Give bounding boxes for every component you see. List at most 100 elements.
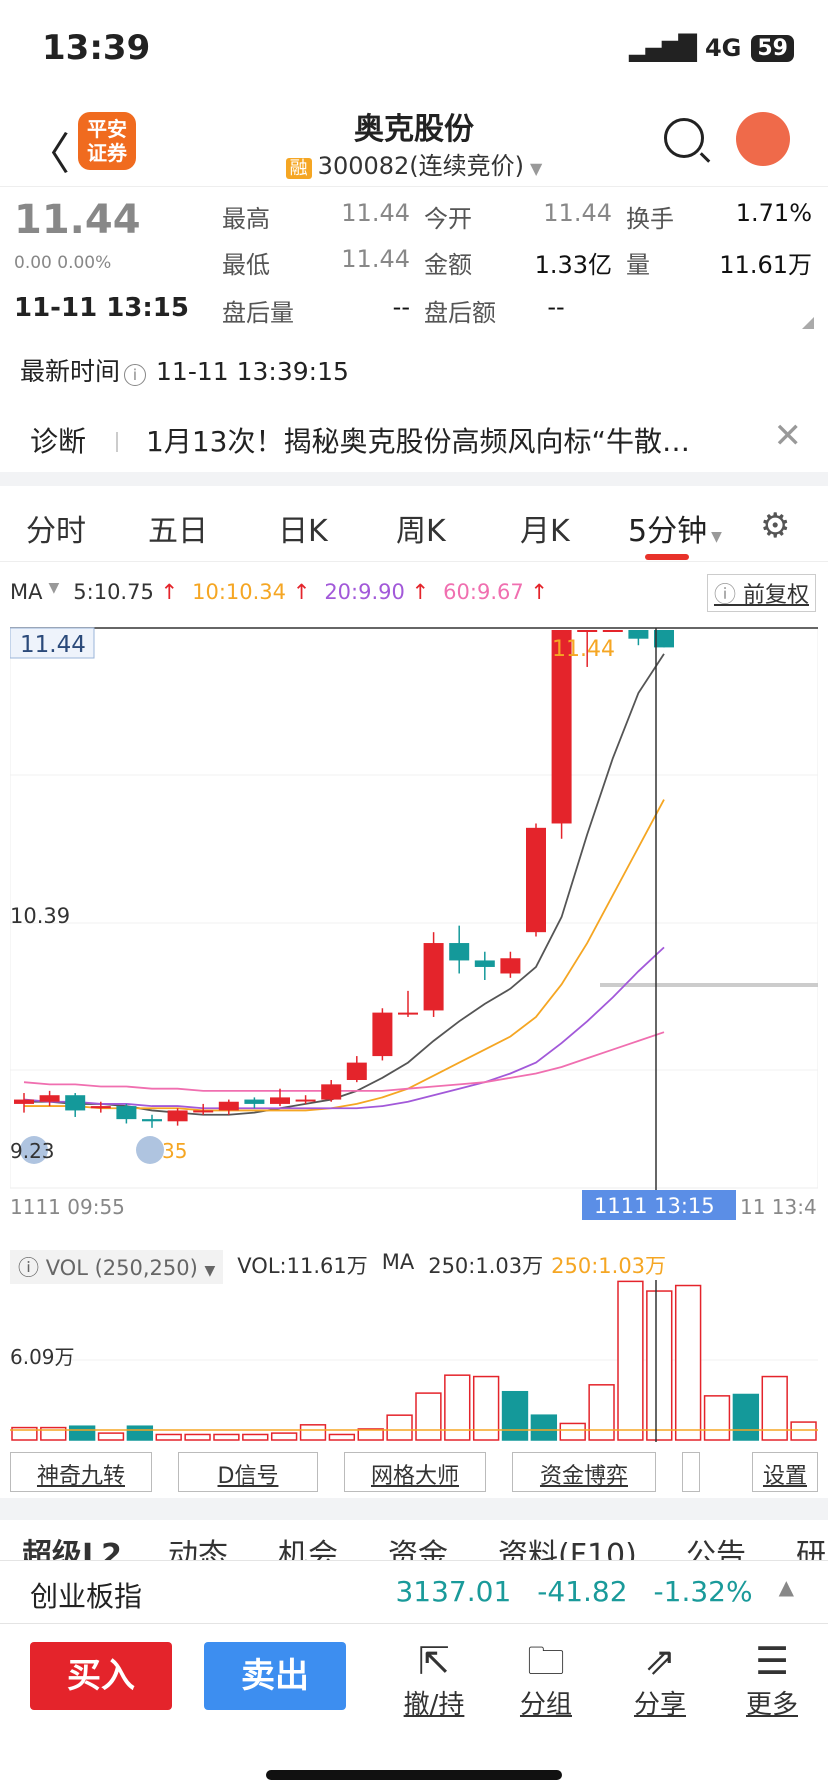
index-ticker[interactable]: 创业板指 3137.01 -41.82 -1.32% ▲ xyxy=(0,1560,828,1624)
volume-indicator-select[interactable]: ⓘ VOL (250,250) ▼ xyxy=(10,1250,224,1284)
chevron-up-icon[interactable]: ▲ xyxy=(778,1575,794,1599)
high-label: 最高 xyxy=(222,205,270,233)
tab-opportunity[interactable]: 机会 xyxy=(278,1538,338,1560)
top-price-label: 11.44 xyxy=(20,632,86,658)
cancel-order-icon: ⇱ xyxy=(418,1639,450,1683)
cancel-hold-label: 撤/持 xyxy=(403,1690,465,1720)
candle-body xyxy=(270,1097,290,1104)
adjust-button[interactable]: ⓘ 前复权 xyxy=(706,574,816,612)
tab-super-l2[interactable]: 超级L2 xyxy=(22,1538,122,1560)
menu-icon: ☰ xyxy=(754,1639,790,1683)
tab-announcements[interactable]: 公告 xyxy=(686,1538,746,1560)
close-icon[interactable]: ✕ xyxy=(773,416,803,456)
ma-line-ma60 xyxy=(23,1031,665,1092)
afterhours-volume-value: -- xyxy=(392,293,410,321)
avatar[interactable] xyxy=(736,112,790,166)
buy-button[interactable]: 买入 xyxy=(30,1642,172,1710)
top-price-box xyxy=(10,627,95,659)
tab-dynamics[interactable]: 动态 xyxy=(168,1538,228,1560)
high-value: 11.44 xyxy=(341,199,410,227)
gear-icon[interactable]: ⚙ xyxy=(760,506,791,546)
candle-body xyxy=(218,1101,239,1111)
tool-grid-master[interactable]: 网格大师 xyxy=(344,1452,486,1492)
ma-label: MA xyxy=(10,580,43,604)
time-end-label: 11 13:40 xyxy=(740,1195,818,1219)
quote-panel: 11.44 0.00 0.00% 11-11 13:15 最高 11.44 今开… xyxy=(0,186,828,346)
more-button[interactable]: ☰ 更多 xyxy=(732,1638,812,1721)
share-label: 分享 xyxy=(633,1690,686,1720)
mid-price-label: 10.39 xyxy=(10,904,70,928)
volume-chart[interactable]: 6.09万 xyxy=(10,1280,818,1442)
tab-five-day[interactable]: 五日 xyxy=(148,514,208,549)
tab-intraday[interactable]: 分时 xyxy=(26,514,86,549)
volume-bar xyxy=(155,1433,182,1441)
volume-value: VOL:11.61万 xyxy=(237,1254,368,1278)
volume-bar xyxy=(703,1395,731,1441)
diagnosis-text[interactable]: 1月13次！揭秘奥克股份高频风向标“牛散… xyxy=(146,425,690,458)
share-button[interactable]: ⇗ 分享 xyxy=(620,1638,700,1721)
tab-f10[interactable]: 资料(F10) xyxy=(498,1538,637,1560)
candle-body xyxy=(39,1095,60,1102)
low-mark-label: 9.23 xyxy=(10,1139,55,1163)
tool-nine-turn[interactable]: 神奇九转 xyxy=(10,1452,152,1492)
signal-icon: ▂▄▆█ xyxy=(629,34,697,62)
candlestick-chart[interactable]: 11.44 10.39 11.44 9.23 35 1111 09:55 111… xyxy=(10,620,818,1220)
tab-5min-label: 5分钟 xyxy=(628,514,708,549)
tab-5min[interactable]: 5分钟 ▼ xyxy=(628,506,722,550)
tab-monthly-k[interactable]: 月K xyxy=(520,514,570,549)
info-icon[interactable]: i xyxy=(124,364,147,386)
tab-weekly-k[interactable]: 周K xyxy=(396,514,446,549)
afterhours-amount-value: -- xyxy=(547,293,565,321)
page-title: 奥克股份 xyxy=(354,112,474,147)
network-label: 4G xyxy=(704,34,742,62)
tool-overflow[interactable] xyxy=(682,1452,700,1492)
volume-bar xyxy=(184,1433,211,1441)
volume-bar xyxy=(97,1432,125,1441)
volume-ma250-value-b: 250:1.03万 xyxy=(551,1254,667,1278)
ma-line-ma20 xyxy=(23,946,665,1110)
volume-bar xyxy=(444,1374,471,1441)
stock-code[interactable]: 融 300082(连续竞价) ▼ xyxy=(0,146,828,181)
volume-bar xyxy=(674,1284,702,1441)
search-icon[interactable] xyxy=(664,118,704,158)
index-value: 3137.01 xyxy=(395,1575,512,1608)
expand-corner-icon[interactable] xyxy=(802,317,814,329)
candle-body xyxy=(423,943,444,1011)
candle-body xyxy=(398,1012,418,1015)
candle-body xyxy=(14,1099,34,1104)
broker-logo: 平安证券 xyxy=(78,112,136,170)
tab-funds[interactable]: 资金 xyxy=(388,1538,448,1560)
candle-body xyxy=(526,827,546,933)
volume-bar xyxy=(213,1433,240,1441)
latest-time-value: 11-11 13:39:15 xyxy=(156,357,349,386)
cancel-hold-button[interactable]: ⇱ 撤/持 xyxy=(394,1638,474,1721)
amount-label: 金额 xyxy=(424,251,472,279)
quote-datetime: 11-11 13:15 xyxy=(14,293,189,323)
afterhours-volume-label: 盘后量 xyxy=(222,299,294,327)
index-values: 3137.01 -41.82 -1.32% ▲ xyxy=(395,1575,794,1608)
tool-d-signal[interactable]: D信号 xyxy=(178,1452,318,1492)
high-mark-label: 11.44 xyxy=(552,637,615,662)
tab-daily-k[interactable]: 日K xyxy=(278,514,328,549)
volume-bar xyxy=(501,1390,529,1441)
status-time: 13:39 xyxy=(42,28,151,68)
share-icon: ⇗ xyxy=(644,1639,676,1683)
chevron-down-icon: ▼ xyxy=(48,580,60,596)
period-tabs: 分时 五日 日K 周K 月K 5分钟 ▼ ⚙ xyxy=(0,486,828,562)
price-change: 0.00 0.00% xyxy=(14,253,112,273)
volume-bar xyxy=(559,1422,586,1441)
diagnosis-bar[interactable]: 诊断 1月13次！揭秘奥克股份高频风向标“牛散… ✕ xyxy=(0,408,828,472)
ma-legend[interactable]: MA ▼ 5:10.75 ↑ 10:10.34 ↑ 20:9.90 ↑ 60:9.… xyxy=(10,580,548,604)
turnover-label: 换手 xyxy=(626,205,674,233)
back-icon[interactable]: 〈 xyxy=(26,129,70,180)
group-button[interactable]: 🗀 分组 xyxy=(506,1638,586,1721)
tool-fund-game[interactable]: 资金博弈 xyxy=(512,1452,656,1492)
tab-research[interactable]: 研 xyxy=(796,1538,826,1560)
candle-body xyxy=(474,960,495,967)
candle-body xyxy=(193,1110,214,1113)
open-label: 今开 xyxy=(424,205,472,233)
latest-time: 最新时间 i 11-11 13:39:15 xyxy=(20,352,349,388)
settings-button[interactable]: 设置 xyxy=(752,1452,818,1492)
volume-label: 量 xyxy=(626,251,650,279)
sell-button[interactable]: 卖出 xyxy=(204,1642,346,1710)
